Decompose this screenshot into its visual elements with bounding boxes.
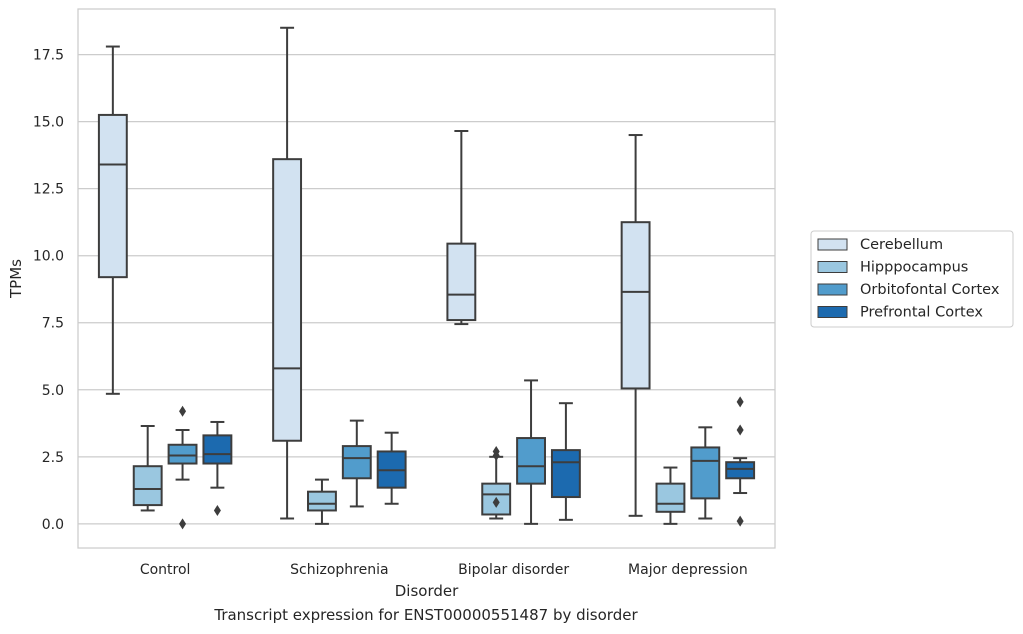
box	[202, 434, 233, 465]
box	[725, 461, 756, 480]
box	[132, 465, 163, 507]
box-group	[272, 26, 303, 520]
box-group	[690, 426, 721, 520]
x-tick-labels: Control Schizophrenia Bipolar disorder Majo…	[140, 562, 748, 578]
box-group	[725, 396, 756, 527]
legend-swatch	[817, 283, 848, 296]
legend-swatch	[817, 306, 848, 318]
legend: Cerebellum Hipppocampus Orbitofontal Corte…	[810, 230, 1014, 328]
x-tick-label: Major depression	[628, 562, 748, 578]
outlier-point	[736, 424, 744, 436]
box	[97, 113, 128, 279]
box	[446, 242, 477, 322]
y-tick-label: 10.0	[33, 249, 64, 265]
legend-label: Orbitofontal Cortex	[860, 282, 1000, 298]
box-group	[376, 431, 407, 505]
outlier-point	[736, 396, 744, 408]
legend-label: Prefrontal Cortex	[860, 305, 983, 321]
box-group	[307, 478, 337, 525]
box	[550, 449, 581, 499]
box-group	[341, 419, 372, 508]
x-tick-label: Bipolar disorder	[458, 562, 569, 578]
outlier-point	[736, 515, 744, 527]
box	[690, 446, 721, 500]
y-tick-label: 15.0	[33, 115, 64, 131]
x-tick-label: Control	[140, 562, 191, 578]
box-group	[97, 45, 128, 395]
box-group	[516, 379, 546, 525]
x-axis-label: Disorder	[395, 582, 459, 600]
legend-swatch	[817, 261, 848, 273]
y-tick-label: 12.5	[33, 182, 64, 198]
box-group	[446, 130, 477, 326]
box-group	[550, 402, 581, 521]
box-group	[655, 466, 686, 525]
y-tick-labels: 0.0 2.5 5.0 7.5 10.0 12.5 15.0 17.5	[33, 48, 64, 533]
outlier-point	[179, 518, 187, 530]
legend-swatch	[817, 238, 848, 251]
outlier-point	[179, 405, 187, 417]
box	[516, 437, 546, 485]
box	[341, 445, 372, 480]
chart-caption: Transcript expression for ENST0000055148…	[214, 606, 638, 624]
box-group	[620, 134, 651, 517]
legend-frame	[810, 230, 1014, 328]
x-tick-label: Schizophrenia	[290, 562, 388, 578]
box-group	[481, 445, 512, 520]
legend-label: Hipppocampus	[860, 260, 968, 276]
box	[272, 158, 303, 442]
box	[620, 221, 651, 390]
box-group	[132, 424, 163, 512]
y-tick-label: 7.5	[42, 316, 64, 332]
legend-label: Cerebellum	[860, 237, 943, 253]
box	[167, 443, 198, 465]
y-tick-label: 17.5	[33, 48, 64, 64]
outlier-point	[492, 496, 500, 508]
outlier-point	[492, 445, 500, 457]
box	[655, 482, 686, 513]
y-tick-label: 5.0	[42, 383, 64, 399]
y-tick-label: 2.5	[42, 450, 64, 466]
y-axis-label: TPMs	[7, 259, 25, 299]
box-group	[202, 420, 233, 516]
box	[307, 490, 337, 512]
y-tick-label: 0.0	[42, 517, 64, 533]
outlier-point	[213, 504, 221, 516]
boxes-layer	[97, 26, 756, 530]
box-group	[167, 405, 198, 530]
plot-frame	[77, 8, 776, 549]
